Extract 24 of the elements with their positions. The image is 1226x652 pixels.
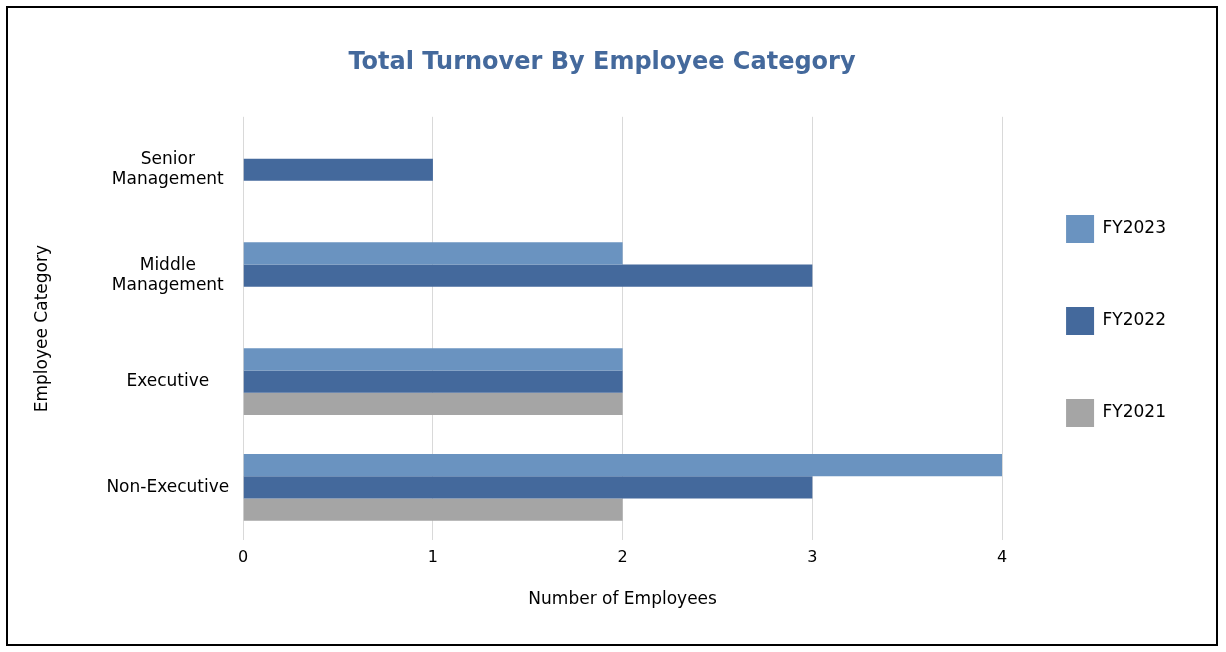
x-tick-label: 1 [427, 547, 439, 567]
y-axis-title: Employee Category [30, 244, 51, 413]
legend-label: FY2021 [1102, 401, 1167, 422]
chart-title: Total Turnover By Employee Category [348, 46, 856, 75]
bar [243, 454, 1003, 477]
x-tick-label: 4 [996, 547, 1008, 567]
x-tick-label: 3 [807, 547, 818, 567]
bar [243, 158, 433, 181]
x-axis-title: Number of Employees [528, 588, 718, 609]
y-tick-label: Senior Management [111, 147, 225, 189]
legend-label: FY2023 [1102, 217, 1167, 238]
x-tick-label: 0 [238, 547, 249, 567]
bar [243, 392, 623, 415]
bar [243, 242, 623, 265]
bar [243, 498, 623, 521]
bar [243, 264, 813, 287]
x-tick-label: 2 [617, 547, 628, 567]
y-tick-label: Non-Executive [106, 475, 230, 496]
bar [243, 348, 623, 371]
y-tick-label: Executive [126, 369, 210, 390]
bar [243, 370, 623, 393]
legend-label: FY2022 [1102, 309, 1167, 330]
bar [243, 476, 813, 499]
y-tick-label: Middle Management [111, 253, 225, 295]
